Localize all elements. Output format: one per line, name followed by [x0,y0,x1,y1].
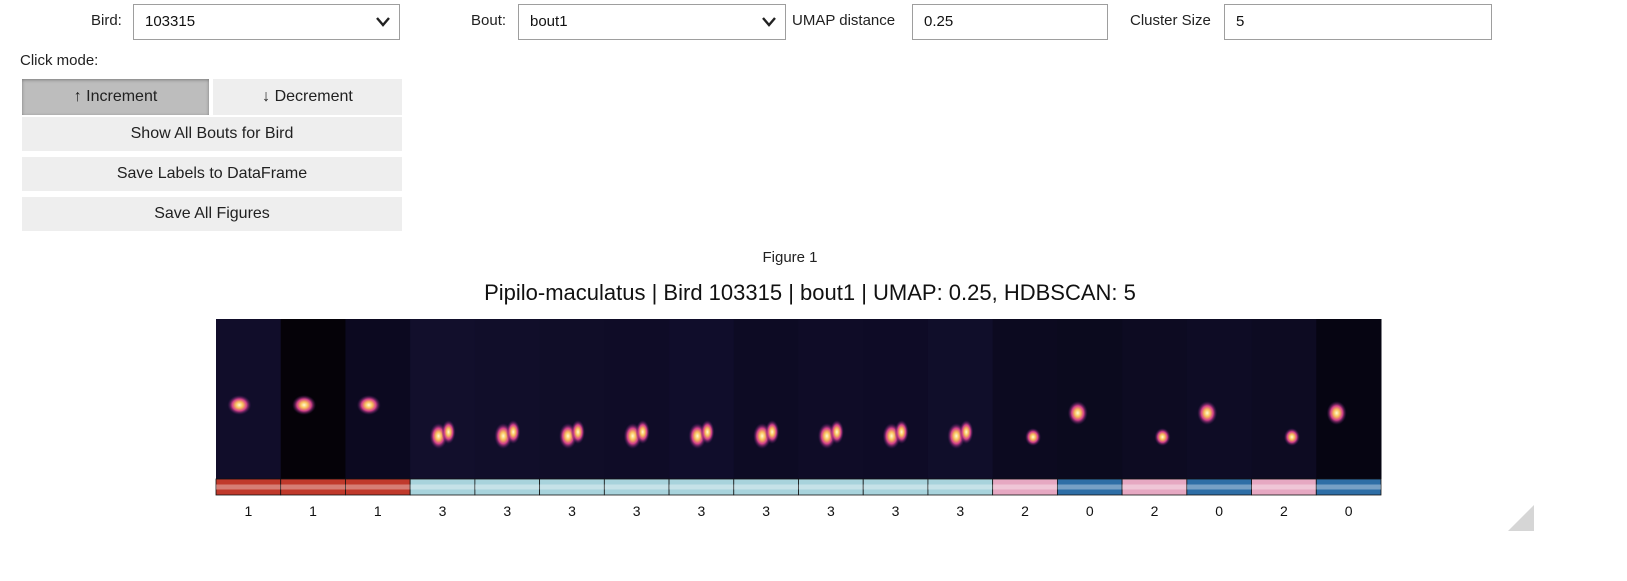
cluster-tick-label: 3 [633,503,641,519]
syllable-blob [765,420,780,444]
cluster-label-bar [1315,478,1382,496]
cluster-tick-label: 2 [1151,503,1159,519]
cluster-tick-label: 3 [956,503,964,519]
cluster-tick-label: 1 [244,503,252,519]
plot-title: Pipilo-maculatus | Bird 103315 | bout1 |… [484,280,1136,305]
resize-handle-icon[interactable] [1508,505,1534,531]
cluster-tick-label: 3 [503,503,511,519]
save-all-figures-button[interactable]: Save All Figures [22,197,402,231]
bird-select[interactable]: 103315 [133,4,400,40]
syllable-blob [506,420,521,444]
cluster-tick-label: 3 [762,503,770,519]
spectrogram-segment [927,319,994,479]
cluster-tick-label: 3 [827,503,835,519]
spectrogram-segment [733,319,799,479]
bout-select-value: bout1 [530,13,568,30]
syllable-blob [1067,401,1088,425]
umap-distance-value: 0.25 [924,13,954,30]
syllable-blob [1326,401,1347,425]
spectrogram-segment [1057,319,1123,479]
cluster-tick-label: 2 [1280,503,1288,519]
cluster-tick-label: 0 [1215,503,1223,519]
spectrogram-segment [1251,319,1317,479]
click-mode-label: Click mode: [20,52,99,69]
bird-select-value: 103315 [145,13,196,30]
decrement-button[interactable]: ↓ Decrement [213,79,402,115]
spectrogram-segment [863,319,929,479]
cluster-size-label: Cluster Size [1130,12,1211,29]
cluster-tick-label: 1 [374,503,382,519]
cluster-tick-label: 2 [1021,503,1029,519]
increment-button[interactable]: ↑ Increment [22,79,209,115]
umap-distance-input[interactable]: 0.25 [912,4,1108,40]
syllable-blob [227,395,252,415]
cluster-tick-label: 0 [1086,503,1094,519]
bird-label: Bird: [91,12,122,29]
syllable-blob [1025,428,1042,446]
spectrogram-segment [1316,319,1382,479]
syllable-blob [441,420,456,444]
cluster-size-input[interactable]: 5 [1224,4,1492,40]
spectrogram-segment [992,319,1058,479]
syllable-blob [700,420,715,444]
syllable-blob [829,420,844,444]
spectrogram-segment [1186,319,1253,479]
spectrogram-segment [604,319,670,479]
spectrogram-segment [410,319,476,479]
chevron-down-icon [376,17,390,27]
chevron-down-icon [762,17,776,27]
cluster-tick-label: 3 [568,503,576,519]
spectrogram-segment [539,319,605,479]
umap-distance-label: UMAP distance [792,12,896,29]
syllable-blob [1154,428,1171,446]
syllable-blob [356,395,381,415]
syllable-blob [635,420,650,444]
cluster-tick-label: 3 [698,503,706,519]
spectrogram-segment [474,319,541,479]
cluster-tick-label: 3 [892,503,900,519]
bout-select[interactable]: bout1 [518,4,786,40]
cluster-tick-label: 3 [439,503,447,519]
figure-caption: Figure 1 [762,249,818,266]
syllable-blob [292,395,317,415]
save-labels-button[interactable]: Save Labels to DataFrame [22,157,402,191]
syllable-blob [570,420,585,444]
spectrogram-segment [798,319,864,479]
cluster-tick-label: 1 [309,503,317,519]
bout-label: Bout: [471,12,507,29]
syllable-blob [1197,401,1218,425]
syllable-blob [894,420,909,444]
syllable-blob [959,420,974,444]
spectrogram-segment [669,319,735,479]
syllable-blob [1283,428,1300,446]
spectrogram-segment [1122,319,1188,479]
cluster-size-value: 5 [1236,13,1245,30]
cluster-tick-label: 0 [1345,503,1353,519]
show-all-bouts-button[interactable]: Show All Bouts for Bird [22,117,402,151]
